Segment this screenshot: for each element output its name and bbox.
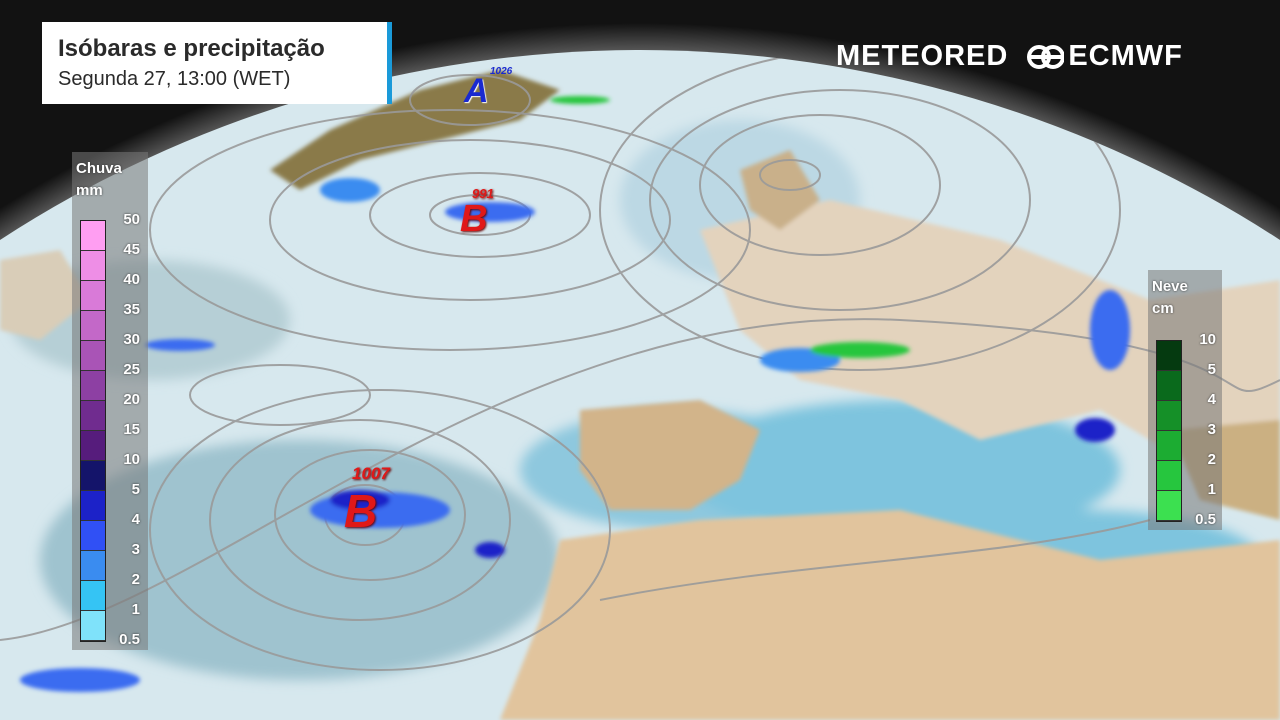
rain-legend-unit: mm <box>76 182 103 199</box>
meteored-logo: METEORED <box>836 40 1009 72</box>
rain-scale-step <box>81 551 105 581</box>
rain-legend-tick: 25 <box>123 361 140 378</box>
snow-legend-tick: 10 <box>1199 331 1216 348</box>
rain-legend-tick: 30 <box>123 331 140 348</box>
rain-scale-step <box>81 611 105 641</box>
rain-scale-step <box>81 461 105 491</box>
high-pressure-value: 1026 <box>490 66 513 77</box>
rain-legend-tick: 1 <box>131 601 140 618</box>
snow-scale-step <box>1157 401 1181 431</box>
rain-legend-tick: 3 <box>131 541 140 558</box>
low-pressure-symbol: B <box>344 485 378 537</box>
low-pressure-value: 1007 <box>352 464 390 483</box>
snow-scale-step <box>1157 461 1181 491</box>
rain-scale-step <box>81 491 105 521</box>
rain-scale-step <box>81 281 105 311</box>
rain-legend-tick: 4 <box>131 511 140 528</box>
snow-legend-title: Neve <box>1152 278 1188 295</box>
title-panel: Isóbaras e precipitação Segunda 27, 13:0… <box>42 22 392 104</box>
precipitation <box>20 96 1130 692</box>
rain-scale-step <box>81 221 105 251</box>
rain-legend-tick: 5 <box>131 481 140 498</box>
land-masses <box>0 70 1280 720</box>
snow-scale-step <box>1157 341 1181 371</box>
snow-legend: Neve cm 10 5 4 3 2 1 0.5 <box>1148 270 1222 530</box>
rain-scale-step <box>81 341 105 371</box>
rain-legend-tick: 2 <box>131 571 140 588</box>
low-pressure-value: 991 <box>472 186 494 201</box>
rain-legend-tick: 20 <box>123 391 140 408</box>
snow-legend-tick: 4 <box>1207 391 1216 408</box>
rain-legend-tick: 45 <box>123 241 140 258</box>
low-pressure-symbol: B <box>460 198 488 240</box>
high-pressure-symbol: A <box>464 72 489 110</box>
snow-scale-step <box>1157 431 1181 461</box>
snow-legend-tick: 3 <box>1207 421 1216 438</box>
ecmwf-mark-icon <box>1027 44 1065 69</box>
rain-legend-tick: 0.5 <box>119 631 140 648</box>
isobars <box>0 50 1280 671</box>
snow-legend-unit: cm <box>1152 300 1174 317</box>
rain-legend-tick: 40 <box>123 271 140 288</box>
snow-legend-tick: 0.5 <box>1195 511 1216 528</box>
rain-legend-tick: 10 <box>123 451 140 468</box>
map-timestamp: Segunda 27, 13:00 (WET) <box>58 68 291 90</box>
ecmwf-logo: ECMWF <box>1026 40 1183 73</box>
snow-scale-step <box>1157 491 1181 521</box>
logos: METEORED ECMWF <box>836 40 1183 73</box>
snow-legend-tick: 1 <box>1207 481 1216 498</box>
rain-scale-step <box>81 431 105 461</box>
rain-scale-step <box>81 401 105 431</box>
rain-legend-tick: 50 <box>123 211 140 228</box>
snow-scale-step <box>1157 371 1181 401</box>
rain-legend-tick: 15 <box>123 421 140 438</box>
rain-scale-step <box>81 581 105 611</box>
rain-scale-step <box>81 311 105 341</box>
rain-legend-tick: 35 <box>123 301 140 318</box>
rain-legend: Chuva mm 50 45 40 35 30 25 20 15 10 5 4 3 2 1 0.5 <box>72 152 148 650</box>
rain-legend-title: Chuva <box>76 160 122 177</box>
map-title: Isóbaras e precipitação <box>58 35 325 62</box>
rain-color-scale <box>80 220 106 642</box>
ecmwf-text: ECMWF <box>1068 40 1183 72</box>
snow-legend-tick: 2 <box>1207 451 1216 468</box>
snow-color-scale <box>1156 340 1182 522</box>
rain-scale-step <box>81 521 105 551</box>
rain-scale-step <box>81 371 105 401</box>
snow-legend-tick: 5 <box>1207 361 1216 378</box>
rain-scale-step <box>81 251 105 281</box>
